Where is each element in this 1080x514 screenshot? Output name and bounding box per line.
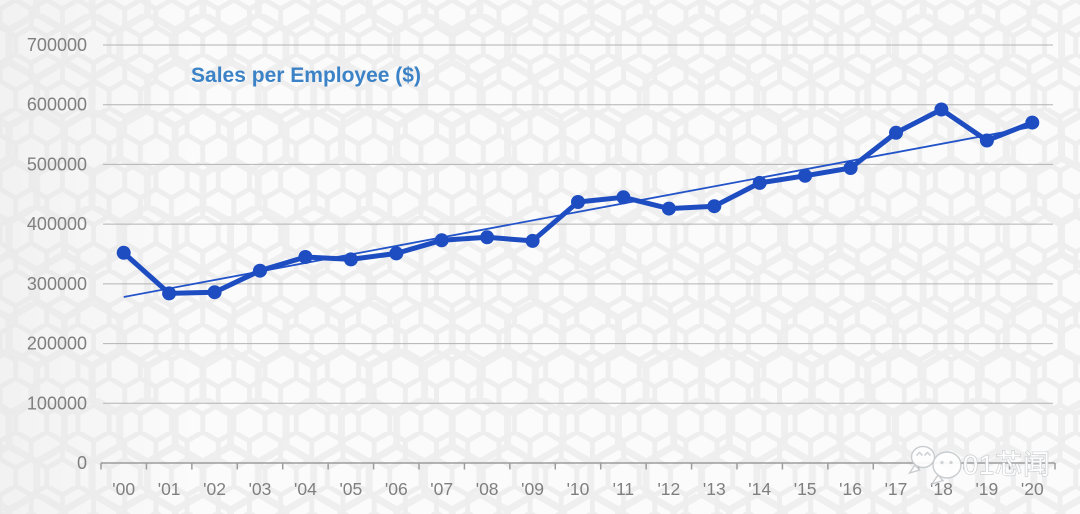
x-axis-tick-label: '17 <box>885 479 908 499</box>
data-point-marker <box>707 199 722 214</box>
data-point-marker <box>616 190 631 205</box>
x-axis-tick-label: '14 <box>748 479 771 499</box>
data-point-marker <box>389 246 404 261</box>
y-axis-tick-label: 600000 <box>27 95 87 115</box>
data-point-marker <box>889 125 903 140</box>
x-axis-tick-label: '05 <box>339 479 362 499</box>
x-axis-tick-label: '02 <box>203 479 226 499</box>
data-point-marker <box>661 201 676 216</box>
x-axis-tick-label: '10 <box>567 479 590 499</box>
x-axis-tick-label: '12 <box>657 479 680 499</box>
x-axis-tick-label: '07 <box>430 479 453 499</box>
x-axis-tick-label: '16 <box>839 479 862 499</box>
data-point-markers <box>116 102 1040 301</box>
data-point-marker <box>116 245 131 260</box>
y-axis-tick-label: 300000 <box>27 274 87 294</box>
x-axis-tick-label: '00 <box>112 479 135 499</box>
data-point-marker <box>162 286 177 301</box>
watermark-text: 01芯闻 <box>963 450 1051 480</box>
data-point-marker <box>752 175 767 190</box>
data-point-marker <box>525 233 540 248</box>
chart-title: Sales per Employee ($) <box>191 64 421 87</box>
y-axis-tick-label: 100000 <box>27 393 87 413</box>
x-axis-tick-label: '03 <box>249 479 272 499</box>
y-axis-tick-label: 500000 <box>27 154 87 174</box>
y-axis-labels: 0 100000 200000 300000 400000 500000 600000 700… <box>27 35 87 473</box>
gridlines <box>103 44 1053 404</box>
x-axis-tick-label: '20 <box>1021 479 1044 499</box>
data-point-marker <box>207 285 222 300</box>
data-point-marker <box>934 102 949 117</box>
data-point-marker <box>1025 115 1040 130</box>
y-axis-tick-label: 0 <box>77 453 87 473</box>
x-axis-tick-label: '11 <box>613 479 635 499</box>
data-point-marker <box>253 263 267 278</box>
x-axis-tick-label: '01 <box>158 479 181 499</box>
x-axis-tick-label: '04 <box>294 479 317 499</box>
data-point-marker <box>480 230 495 245</box>
x-axis-tick-label: '15 <box>794 479 817 499</box>
y-axis-tick-label: 700000 <box>27 35 87 55</box>
data-point-marker <box>798 168 813 183</box>
y-axis-tick-label: 200000 <box>27 334 87 354</box>
x-axis-labels: '00 '01 '02 '03 '04 '05 '06 '07 '08 '09 '10 '11 '12 '… <box>112 479 1044 499</box>
data-point-marker <box>343 252 358 267</box>
data-point-marker <box>434 233 449 248</box>
data-point-marker <box>298 250 313 264</box>
data-point-marker <box>571 195 585 209</box>
x-axis-tick-label: '06 <box>385 479 408 499</box>
x-axis-tick-label: '08 <box>476 479 499 499</box>
data-point-marker <box>979 133 994 148</box>
x-axis-tick-label: '19 <box>975 479 998 499</box>
x-axis-tick-label: '13 <box>703 479 726 499</box>
x-axis-tick-label: '18 <box>930 479 953 499</box>
y-axis-tick-label: 400000 <box>27 214 87 234</box>
x-axis-tick-label: '09 <box>521 479 544 499</box>
data-point-marker <box>843 161 858 175</box>
wechat-chat-bubbles-icon <box>907 445 962 486</box>
